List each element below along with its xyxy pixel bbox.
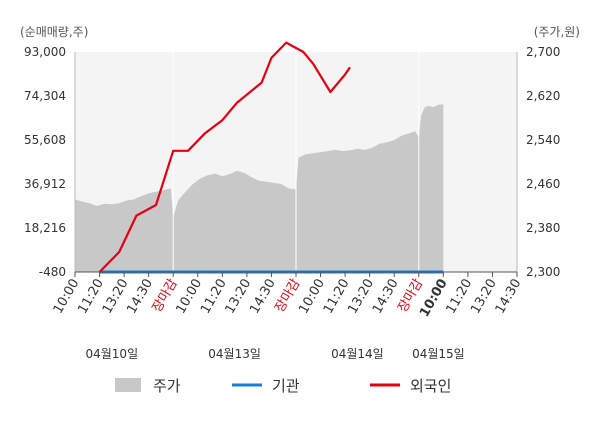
price-area	[75, 104, 444, 272]
left-tick-label: -480	[39, 265, 66, 279]
date-label: 04월10일	[85, 347, 138, 361]
left-tick-label: 18,216	[24, 221, 66, 235]
right-tick-label: 2,700	[526, 45, 560, 59]
right-y-axis: 2,700 2,620 2,540 2,460 2,380 2,300	[516, 45, 560, 279]
left-axis-unit-label: (순매매량,주)	[20, 25, 88, 39]
vertical-gridlines	[172, 52, 420, 272]
right-tick-label: 2,620	[526, 89, 560, 103]
left-tick-label: 74,304	[24, 89, 66, 103]
date-label: 04월15일	[412, 347, 465, 361]
left-tick-label: 55,608	[24, 133, 66, 147]
right-axis-unit-label: (주가,원)	[534, 25, 580, 39]
date-label: 04월13일	[208, 347, 261, 361]
legend-label-foreign: 외국인	[410, 377, 451, 395]
right-tick-label: 2,380	[526, 221, 560, 235]
legend-label-institution: 기관	[272, 377, 300, 395]
date-labels: 04월10일 04월13일 04월14일 04월15일	[85, 347, 464, 361]
foreign-series	[98, 41, 351, 273]
price-area-shape	[75, 104, 444, 272]
left-y-axis: 93,000 74,304 55,608 36,912 18,216 -480	[24, 45, 76, 279]
right-tick-label: 2,460	[526, 177, 560, 191]
right-tick-label: 2,540	[526, 133, 560, 147]
foreign-line	[98, 41, 351, 273]
date-label: 04월14일	[331, 347, 384, 361]
left-tick-label: 93,000	[24, 45, 66, 59]
legend: 주가 기관 외국인	[115, 377, 451, 395]
right-tick-label: 2,300	[526, 265, 560, 279]
legend-label-price: 주가	[153, 377, 181, 395]
legend-swatch-price	[115, 378, 141, 392]
left-tick-label: 36,912	[24, 177, 66, 191]
